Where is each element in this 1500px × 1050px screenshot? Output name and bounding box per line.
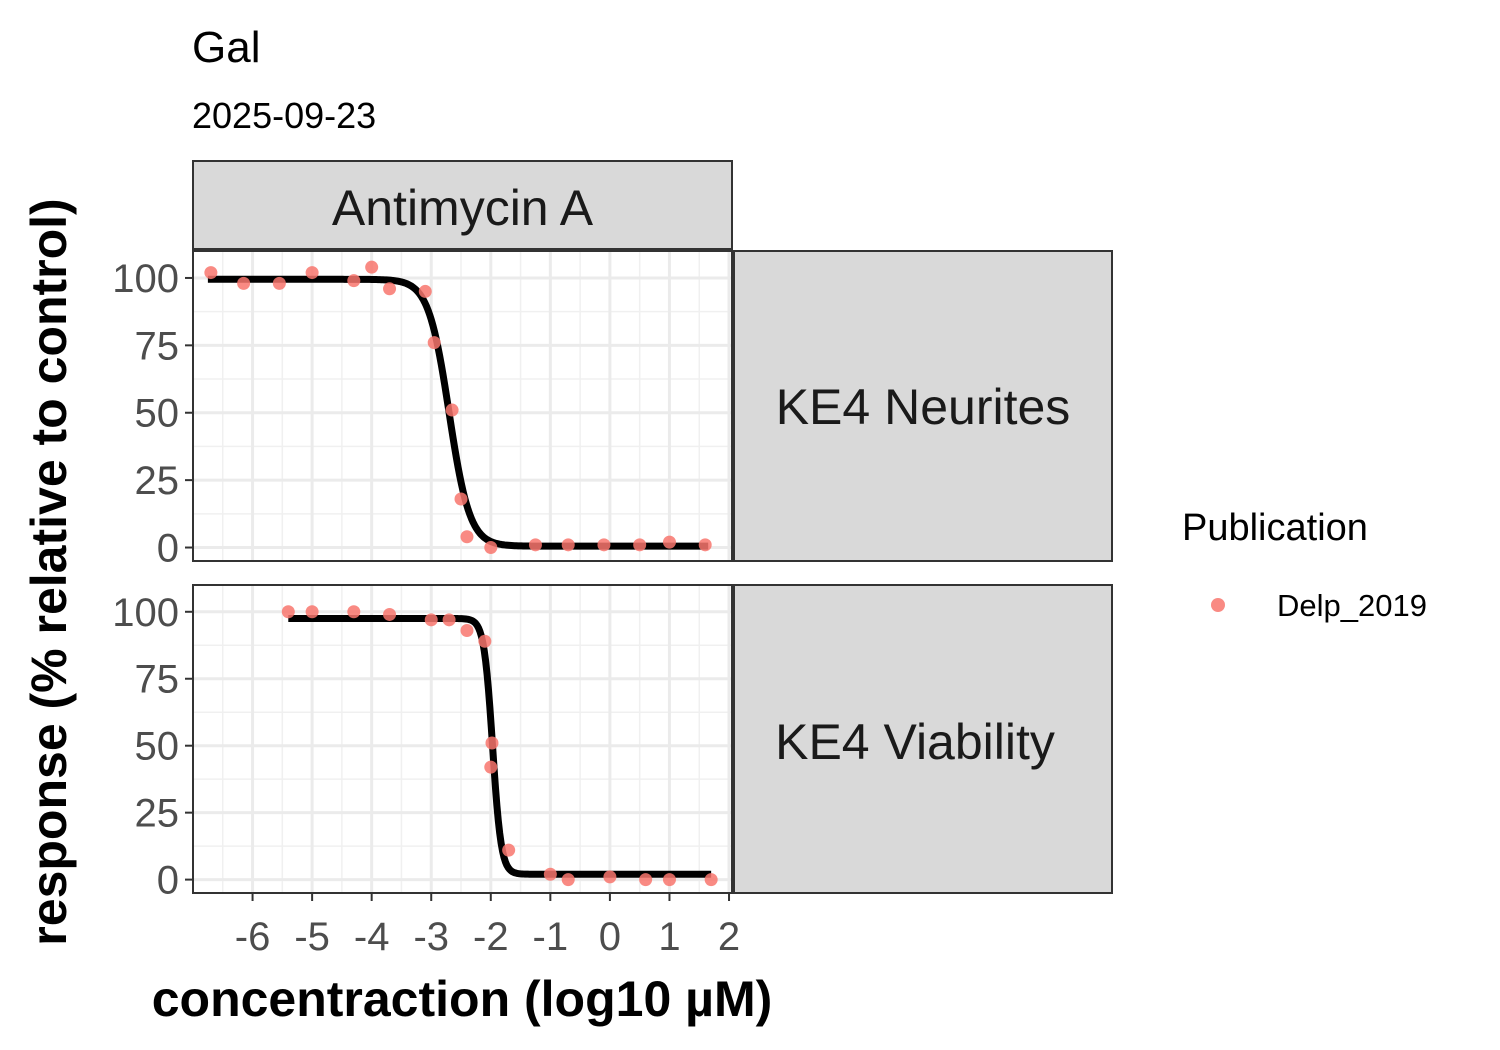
x-tick-label: -2 xyxy=(473,915,509,959)
data-point xyxy=(305,266,319,280)
y-tick-label: 0 xyxy=(157,859,179,903)
chart-subtitle: 2025-09-23 xyxy=(192,95,376,136)
data-point xyxy=(281,605,295,619)
data-point xyxy=(633,538,647,552)
panel-neurites-points xyxy=(204,260,712,555)
x-tick-label: -6 xyxy=(235,915,271,959)
panel-viability-points xyxy=(281,605,718,887)
y-tick-label: 75 xyxy=(135,658,180,702)
data-point xyxy=(424,613,438,627)
panel-neurites: 0 25 50 75 100 xyxy=(112,250,733,571)
panel-neurites-y-axis: 0 25 50 75 100 xyxy=(112,257,193,571)
panel-viability-grid xyxy=(193,585,732,893)
chart-title: Gal xyxy=(192,23,260,72)
data-point xyxy=(478,634,492,648)
data-point xyxy=(237,276,251,290)
row-strip-neurites-box xyxy=(733,250,1113,562)
y-tick-label: 0 xyxy=(157,527,179,571)
data-point xyxy=(662,535,676,549)
legend-title: Publication xyxy=(1182,507,1368,549)
x-tick-label: -4 xyxy=(354,915,390,959)
data-point xyxy=(383,282,397,296)
row-strip-viability-box xyxy=(733,584,1113,894)
data-point xyxy=(442,613,456,627)
y-tick-label: 100 xyxy=(112,591,179,635)
data-point xyxy=(460,530,474,544)
data-point xyxy=(272,276,286,290)
y-tick-label: 100 xyxy=(112,257,179,301)
y-tick-label: 50 xyxy=(135,392,180,436)
data-point xyxy=(639,873,653,887)
panel-viability-curve xyxy=(286,614,714,878)
x-tick-label: 0 xyxy=(599,915,621,959)
row-strip-neurites-label: KE4 Neurites xyxy=(776,379,1071,435)
data-point xyxy=(528,538,542,552)
data-point xyxy=(427,336,441,350)
data-point xyxy=(454,492,468,506)
panel-viability-border xyxy=(192,584,733,894)
panel-viability-y-axis: 0 25 50 75 100 xyxy=(112,591,193,903)
panel-neurites-curve xyxy=(206,275,711,550)
data-point xyxy=(698,538,712,552)
data-point xyxy=(347,605,361,619)
data-point xyxy=(484,541,498,555)
column-strip-label: Antimycin A xyxy=(332,180,594,236)
x-tick-label: 2 xyxy=(718,915,740,959)
y-tick-label: 25 xyxy=(135,459,180,503)
data-point xyxy=(460,624,474,638)
row-strip-viability-label: KE4 Viability xyxy=(775,714,1055,770)
fitted-curve xyxy=(286,614,714,878)
data-point xyxy=(365,260,379,274)
data-point xyxy=(418,284,432,298)
x-tick-label: 1 xyxy=(658,915,680,959)
data-point xyxy=(597,538,611,552)
legend-key-delp-2019 xyxy=(1211,598,1225,612)
data-point xyxy=(484,760,498,774)
legend: Publication Delp_2019 xyxy=(1182,507,1427,623)
data-point xyxy=(502,843,516,857)
data-point xyxy=(561,873,575,887)
fitted-curve xyxy=(206,275,711,550)
x-tick-label: -5 xyxy=(294,915,330,959)
data-point xyxy=(543,867,557,881)
y-tick-label: 75 xyxy=(135,324,180,368)
column-strip-box xyxy=(192,160,733,250)
x-tick-label: -1 xyxy=(533,915,569,959)
x-tick-label: -3 xyxy=(413,915,449,959)
panel-viability: 0 25 50 75 100 xyxy=(112,584,733,903)
data-point xyxy=(204,266,218,280)
data-point xyxy=(603,870,617,884)
data-point xyxy=(704,873,718,887)
panel-neurites-border xyxy=(192,250,733,562)
data-point xyxy=(561,538,575,552)
data-point xyxy=(347,274,361,288)
y-tick-label: 50 xyxy=(135,725,180,769)
legend-label-delp-2019: Delp_2019 xyxy=(1277,588,1427,623)
x-axis: -6 -5 -4 -3 -2 -1 0 1 2 xyxy=(235,893,740,959)
y-axis-title: response (% relative to control) xyxy=(21,198,77,945)
data-point xyxy=(305,605,319,619)
x-axis-title: concentraction (log10 µM) xyxy=(152,971,773,1027)
data-point xyxy=(445,403,459,417)
data-point xyxy=(662,873,676,887)
data-point xyxy=(485,736,499,750)
data-point xyxy=(383,607,397,621)
y-tick-label: 25 xyxy=(135,792,180,836)
